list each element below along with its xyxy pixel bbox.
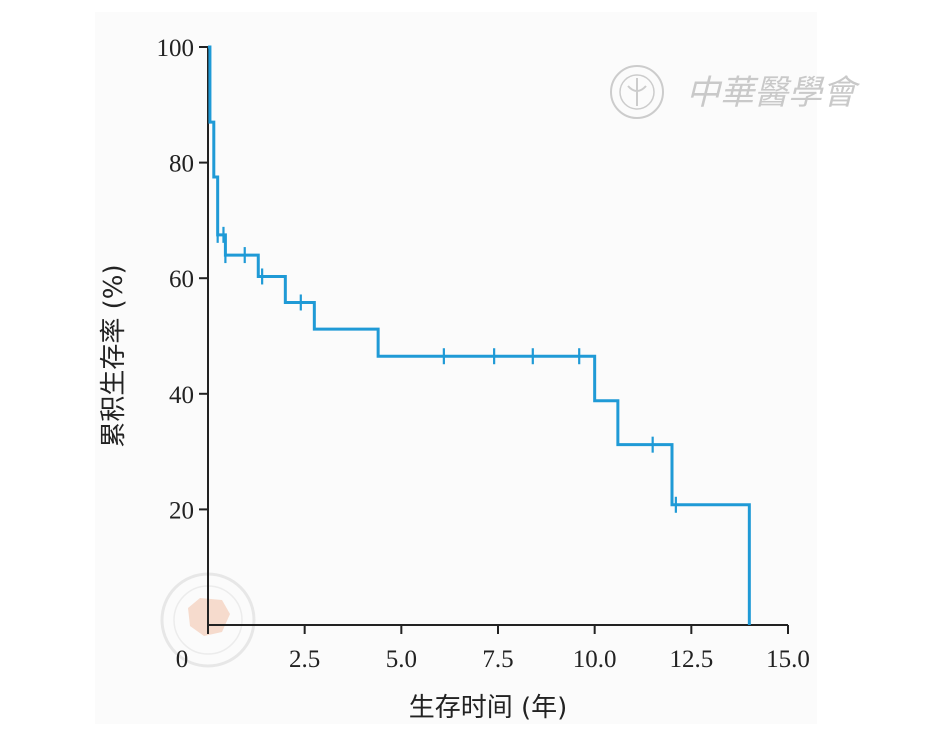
- y-tick-label: 60: [169, 266, 194, 293]
- x-tick-label: 15.0: [766, 646, 810, 673]
- y-tick-label: 100: [157, 35, 195, 62]
- x-tick-label: 10.0: [573, 646, 617, 673]
- x-axis-title: 生存时间 (年): [409, 693, 568, 723]
- x-tick-label: 2.5: [289, 646, 320, 673]
- axis-labels: 20 40 60 80 100 0 2.5 5.0 7.5 10.0 12.5 15.0 生存时间 (年…: [99, 35, 810, 723]
- survival-step-line: [208, 45, 751, 625]
- y-tick-label: 40: [169, 382, 194, 409]
- watermark-text: 中華醫學會: [686, 73, 861, 113]
- x-tick-label: 12.5: [669, 646, 713, 673]
- y-tick-label: 20: [169, 497, 194, 524]
- x-tick-label: 7.5: [482, 646, 513, 673]
- x-tick-label: 5.0: [386, 646, 417, 673]
- y-tick-label: 80: [169, 151, 194, 178]
- watermark: 中華醫學會: [610, 65, 861, 119]
- cma-emblem-icon: [610, 65, 664, 119]
- plot-marks: [208, 45, 751, 625]
- y-axis-title: 累积生存率 (%): [99, 264, 129, 447]
- axes: [199, 46, 789, 634]
- x-tick-label: 0: [176, 646, 189, 673]
